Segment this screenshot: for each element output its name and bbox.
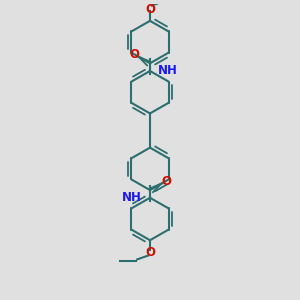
Text: NH: NH: [158, 64, 178, 77]
Text: O: O: [161, 175, 171, 188]
Text: NH: NH: [122, 191, 142, 204]
Text: O: O: [145, 245, 155, 259]
Text: O: O: [129, 48, 139, 61]
Text: O: O: [145, 2, 155, 16]
